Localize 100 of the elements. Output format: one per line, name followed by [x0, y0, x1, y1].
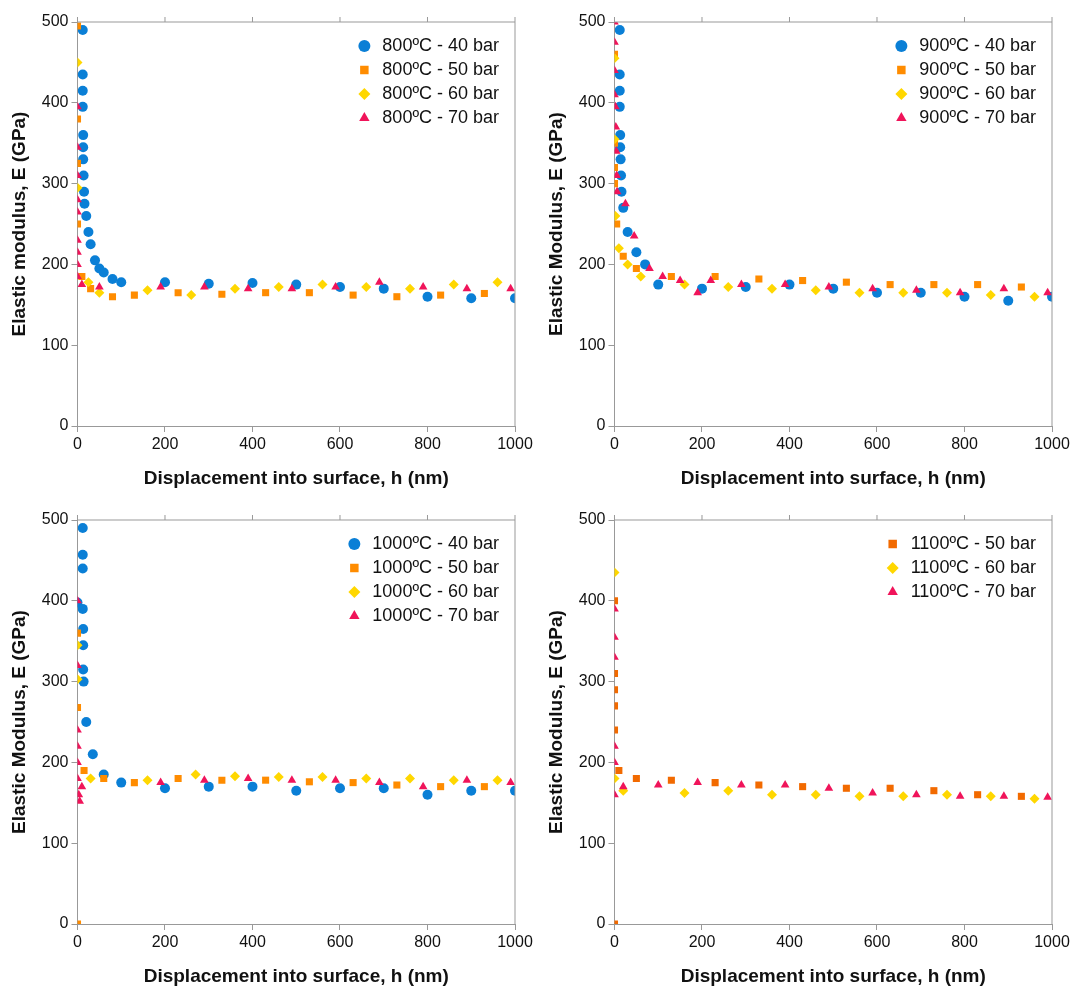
y-axis-title: Elastic Modulus, E (GPa) — [544, 610, 566, 834]
point — [614, 122, 621, 130]
point — [79, 198, 90, 209]
point — [723, 785, 734, 796]
y-tick-label: 100 — [41, 335, 69, 353]
x-tick-label: 800 — [414, 933, 441, 951]
point — [868, 283, 877, 292]
y-tick-label: 400 — [578, 93, 606, 111]
x-tick-label: 400 — [239, 933, 266, 951]
point — [492, 775, 503, 786]
point — [1043, 287, 1052, 296]
point — [349, 291, 357, 299]
point — [186, 290, 197, 301]
point — [78, 664, 89, 675]
y-axis-title: Elastic modulus, E (GPa) — [7, 111, 29, 337]
y-tick-label: 200 — [578, 752, 606, 770]
point — [706, 275, 716, 284]
y-tick-label: 0 — [596, 914, 606, 932]
point — [174, 775, 182, 783]
point — [614, 243, 624, 254]
point — [77, 781, 87, 790]
point — [375, 777, 384, 786]
legend-label: 1000ºC - 60 bar — [372, 580, 500, 601]
legend-label: 800ºC - 50 bar — [382, 58, 500, 79]
point — [898, 287, 909, 298]
point — [614, 220, 621, 228]
legend-label: 800ºC - 70 bar — [382, 106, 500, 127]
point — [335, 783, 345, 794]
point — [156, 777, 165, 786]
point — [755, 275, 763, 283]
y-axis-title: Elastic Modulus, E (GPa) — [7, 610, 29, 834]
point — [448, 279, 459, 290]
point — [77, 85, 88, 96]
point — [799, 783, 807, 791]
point — [614, 186, 622, 195]
point — [480, 783, 488, 791]
point — [95, 282, 104, 290]
x-axis-title: Displacement into surface, h (nm) — [680, 466, 986, 488]
point — [393, 781, 401, 789]
x-tick-label: 600 — [863, 933, 891, 951]
point — [85, 239, 96, 250]
x-tick-label: 200 — [688, 435, 716, 453]
y-tick-label: 100 — [578, 335, 606, 353]
point — [810, 285, 821, 296]
point — [77, 279, 87, 288]
x-tick-label: 1000 — [497, 933, 533, 951]
legend-label: 1100ºC - 50 bar — [910, 532, 1037, 553]
point — [77, 563, 88, 574]
point — [631, 247, 642, 258]
point — [418, 282, 428, 290]
point — [116, 277, 127, 288]
point — [142, 285, 153, 296]
point — [291, 785, 302, 796]
point — [130, 779, 138, 787]
x-tick-label: 1000 — [497, 435, 533, 453]
y-tick-label: 0 — [596, 416, 606, 434]
point — [305, 289, 313, 297]
point — [393, 293, 401, 301]
point — [675, 275, 685, 284]
point — [506, 283, 515, 292]
point — [378, 283, 389, 294]
point — [615, 154, 626, 165]
point — [87, 749, 98, 760]
x-axis-title: Displacement into surface, h (nm) — [680, 964, 986, 986]
point — [80, 766, 88, 775]
y-axis-title: Elastic Modulus, E (GPa) — [544, 112, 566, 336]
point — [985, 290, 996, 301]
point — [1003, 295, 1014, 306]
legend-label: 900ºC - 60 bar — [919, 82, 1037, 103]
point — [985, 791, 996, 802]
point — [98, 267, 109, 278]
point — [824, 783, 834, 791]
x-axis-title: Displacement into surface, h (nm) — [143, 466, 449, 488]
point — [90, 255, 100, 266]
point — [632, 775, 640, 783]
point — [142, 775, 153, 786]
point — [78, 154, 89, 165]
point — [629, 231, 639, 239]
x-tick-label: 200 — [151, 435, 179, 453]
point — [418, 781, 428, 790]
y-tick-label: 300 — [41, 174, 69, 192]
point — [243, 283, 253, 292]
x-tick-label: 0 — [73, 435, 83, 453]
y-tick-label: 500 — [578, 510, 606, 528]
x-tick-label: 600 — [863, 435, 891, 453]
y-tick-label: 100 — [578, 833, 606, 851]
x-axis-title: Displacement into surface, h (nm) — [143, 964, 449, 986]
point — [1017, 283, 1025, 291]
x-tick-label: 800 — [414, 435, 441, 453]
y-tick-label: 500 — [578, 12, 606, 30]
point — [87, 285, 95, 293]
point — [437, 783, 445, 791]
x-tick-label: 200 — [688, 933, 716, 951]
point — [200, 775, 209, 783]
point — [378, 783, 389, 794]
point — [287, 283, 297, 292]
point — [780, 279, 790, 288]
y-tick-label: 400 — [41, 93, 69, 111]
point — [737, 279, 746, 288]
point — [78, 624, 89, 635]
